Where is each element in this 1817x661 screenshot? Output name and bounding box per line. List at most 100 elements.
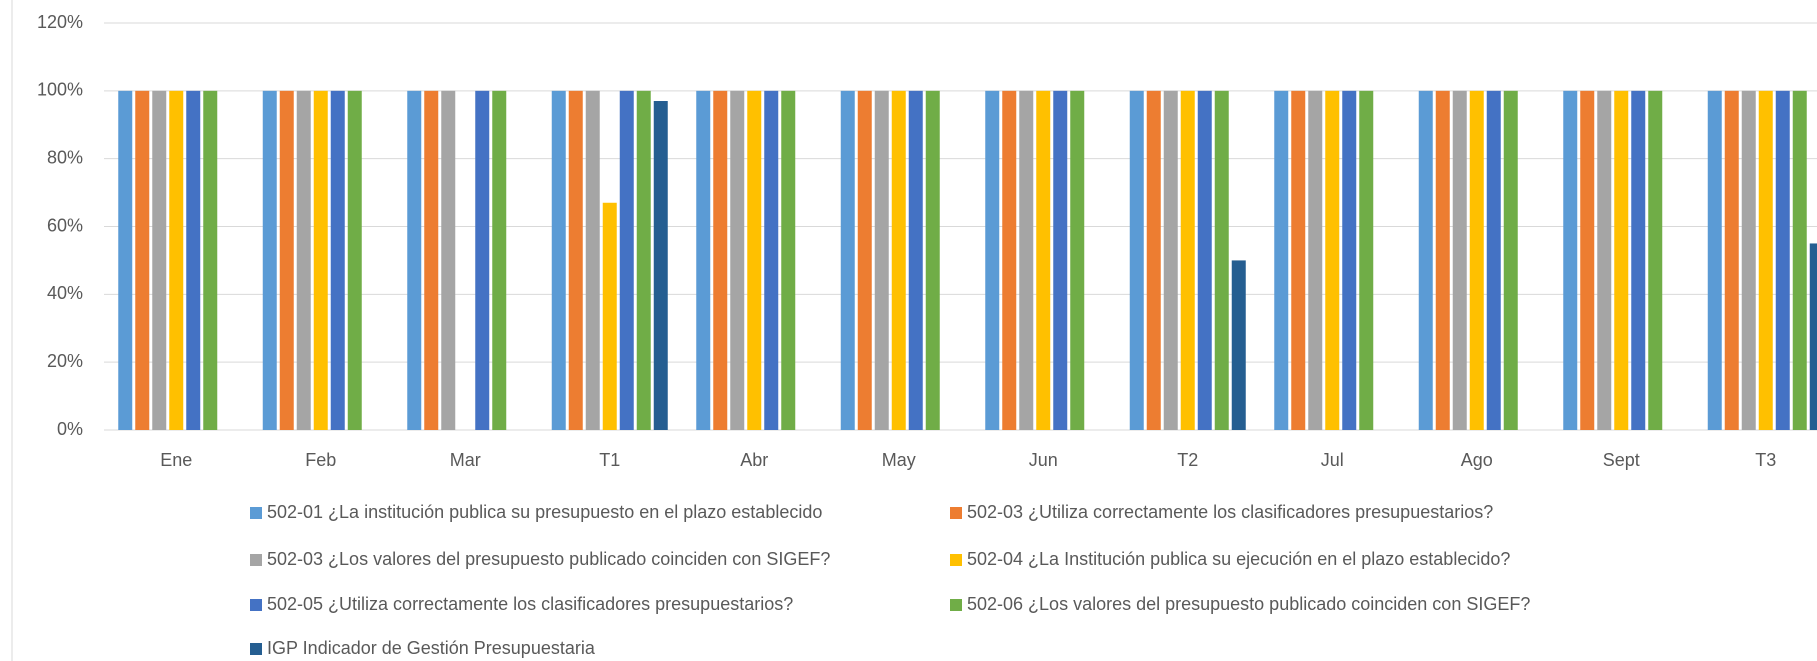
bar: [1631, 90, 1646, 430]
bar: [1146, 90, 1161, 430]
x-tick-label: Jun: [1029, 450, 1058, 470]
bar: [1775, 90, 1790, 430]
bar: [764, 90, 779, 430]
x-tick-label: T3: [1755, 450, 1776, 470]
legend-label: 502-05 ¿Utiliza correctamente los clasif…: [267, 594, 793, 614]
bar: [441, 90, 456, 430]
bar: [1418, 90, 1433, 430]
legend-swatch: [950, 554, 962, 566]
legend-swatch: [250, 554, 262, 566]
bar: [1325, 90, 1340, 430]
legend-swatch: [250, 643, 262, 655]
bar: [1342, 90, 1357, 430]
bar: [713, 90, 728, 430]
x-tick-label: Ago: [1461, 450, 1493, 470]
bar: [1053, 90, 1068, 430]
bar: [568, 90, 583, 430]
bar: [1580, 90, 1595, 430]
y-tick-label: 0%: [57, 419, 83, 439]
bar: [203, 90, 218, 430]
bar: [1129, 90, 1144, 430]
bar: [551, 90, 566, 430]
bar: [1180, 90, 1195, 430]
bar: [1503, 90, 1518, 430]
y-tick-label: 60%: [47, 215, 83, 235]
bar: [1036, 90, 1051, 430]
bar: [347, 90, 362, 430]
bar: [1019, 90, 1034, 430]
bar: [840, 90, 855, 430]
bar: [602, 202, 617, 430]
bar: [585, 90, 600, 430]
bar: [1291, 90, 1306, 430]
legend-label: 502-06 ¿Los valores del presupuesto publ…: [967, 594, 1530, 614]
x-tick-label: May: [882, 450, 916, 470]
x-tick-label: Feb: [305, 450, 336, 470]
x-tick-label: Ene: [160, 450, 192, 470]
bar: [1648, 90, 1663, 430]
bar: [696, 90, 711, 430]
bar: [118, 90, 133, 430]
bar: [747, 90, 762, 430]
bar: [891, 90, 906, 430]
bar: [1707, 90, 1722, 430]
bar: [1214, 90, 1229, 430]
bar: [1597, 90, 1612, 430]
y-tick-label: 80%: [47, 147, 83, 167]
bar: [1002, 90, 1017, 430]
bar: [407, 90, 422, 430]
x-tick-label: Mar: [450, 450, 481, 470]
bar: [857, 90, 872, 430]
bar: [424, 90, 439, 430]
bar: [1070, 90, 1085, 430]
bar: [1758, 90, 1773, 430]
bar: [1435, 90, 1450, 430]
y-tick-label: 120%: [37, 12, 83, 32]
bar: [1274, 90, 1289, 430]
bar: [619, 90, 634, 430]
x-tick-label: Abr: [740, 450, 768, 470]
bar: [186, 90, 201, 430]
bar: [1231, 260, 1246, 430]
bar: [1486, 90, 1501, 430]
legend-label: 502-03 ¿Utiliza correctamente los clasif…: [967, 502, 1493, 522]
legend-label: 502-01 ¿La institución publica su presup…: [267, 502, 822, 522]
bar: [925, 90, 940, 430]
bar: [1809, 243, 1817, 430]
bar: [1724, 90, 1739, 430]
bar: [874, 90, 889, 430]
bar: [475, 90, 490, 430]
bar: [279, 90, 294, 430]
bar: [330, 90, 345, 430]
legend-label: IGP Indicador de Gestión Presupuestaria: [267, 638, 596, 658]
bar: [985, 90, 1000, 430]
bar: [781, 90, 796, 430]
bar: [1792, 90, 1807, 430]
bar: [1197, 90, 1212, 430]
bar: [296, 90, 311, 430]
bar: [1741, 90, 1756, 430]
bar: [492, 90, 507, 430]
y-tick-label: 20%: [47, 351, 83, 371]
bar: [1163, 90, 1178, 430]
bar: [313, 90, 328, 430]
bar: [1452, 90, 1467, 430]
bar: [653, 101, 668, 430]
bar: [636, 90, 651, 430]
legend-swatch: [250, 507, 262, 519]
bar: [1308, 90, 1323, 430]
y-tick-label: 40%: [47, 283, 83, 303]
bar: [1614, 90, 1629, 430]
bar: [908, 90, 923, 430]
bar: [135, 90, 150, 430]
legend-label: 502-03 ¿Los valores del presupuesto publ…: [267, 549, 830, 569]
bar: [262, 90, 277, 430]
x-tick-label: T1: [599, 450, 620, 470]
legend-swatch: [250, 599, 262, 611]
x-tick-label: Sept: [1603, 450, 1640, 470]
x-tick-label: Jul: [1321, 450, 1344, 470]
bar: [1359, 90, 1374, 430]
legend-label: 502-04 ¿La Institución publica su ejecuc…: [967, 549, 1510, 569]
